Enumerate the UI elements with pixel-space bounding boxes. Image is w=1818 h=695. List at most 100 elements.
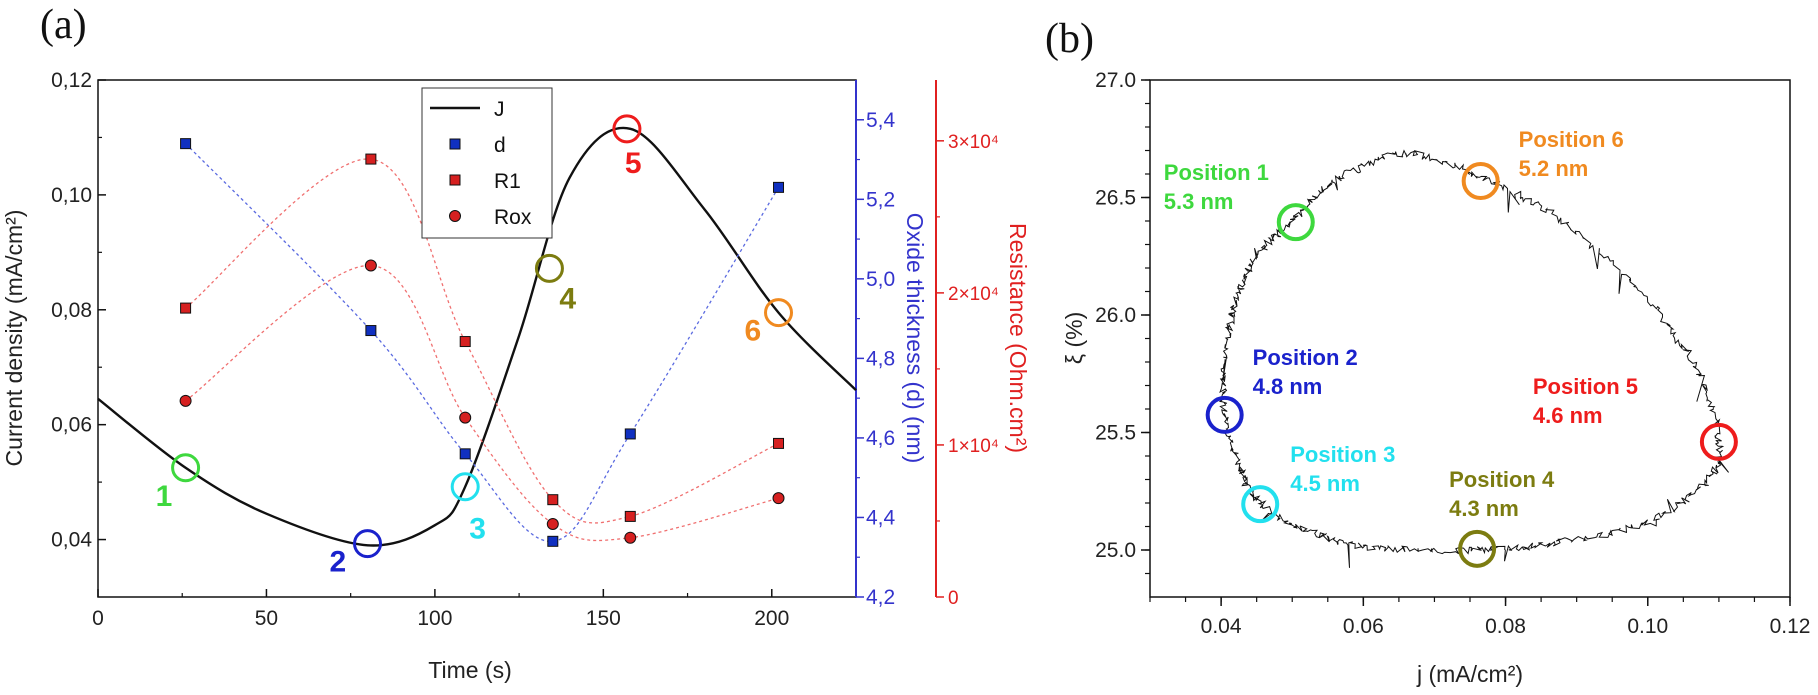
a-x-tick-label: 100 <box>417 607 452 630</box>
a-y-tick-label: 0,04 <box>51 529 92 552</box>
a-thickness-tick-label: 5,0 <box>866 268 895 291</box>
b-y-tick-label: 26.5 <box>1095 187 1136 210</box>
a-series-R1-point <box>180 302 192 314</box>
a-resistance-tick-label: 0 <box>948 588 959 609</box>
a-series-d-point <box>365 325 377 337</box>
b-annotation-thickness-label: 4.3 nm <box>1449 496 1519 521</box>
a-series-R1-point <box>459 336 471 348</box>
b-series-loop-line <box>1218 149 1729 568</box>
a-thickness-tick-label: 5,2 <box>866 188 895 211</box>
b-annotation-thickness-label: 5.3 nm <box>1164 189 1234 214</box>
a-y-tick-label: 0,10 <box>51 184 92 207</box>
b-y-tick-label: 27.0 <box>1095 69 1136 92</box>
b-x-tick-label: 0.10 <box>1627 615 1668 638</box>
a-resistance-tick-label: 1×10⁴ <box>948 436 999 457</box>
a-annotation-number: 1 <box>156 480 173 513</box>
a-series-R1-point <box>773 437 785 449</box>
panel-a-y-left-title: Current density (mA/cm²) <box>1 210 27 467</box>
b-annotation-circle <box>1276 203 1315 242</box>
a-resistance-tick-label: 2×10⁴ <box>948 284 999 305</box>
a-annotation-number: 4 <box>559 282 576 315</box>
a-legend-circle-swatch <box>449 210 461 222</box>
panel-b-annotations: Position 1 5.3 nm Position 2 4.8 nm Position… <box>1164 127 1738 568</box>
a-series-d-point <box>547 535 559 547</box>
a-series-R1-point <box>365 153 377 165</box>
a-series-R1-point <box>624 510 636 522</box>
a-annotation-number: 3 <box>469 513 486 546</box>
a-legend-label: J <box>494 98 505 121</box>
b-annotation-position-label: Position 2 <box>1253 345 1358 370</box>
b-x-tick-label: 0.08 <box>1485 615 1526 638</box>
a-series-Rox-point <box>772 492 785 505</box>
a-series-d-line <box>185 143 780 542</box>
a-series-J-line <box>97 126 857 547</box>
a-series-d-point <box>180 138 192 150</box>
a-thickness-tick-label: 4,2 <box>866 586 895 609</box>
panel-a-legend: Jd R1 Rox <box>421 87 553 239</box>
b-y-tick-label: 25.0 <box>1095 539 1136 562</box>
panel-a-x-axis-title: Time (s) <box>428 657 511 683</box>
panel-a-chart: 0 50 100 150 200 0,040,060,080,100,12 4,24,4… <box>1 69 1031 683</box>
b-annotation-position-label: Position 6 <box>1519 127 1624 152</box>
panel-b-series <box>1218 149 1729 568</box>
panel-a-label: (a) <box>40 2 87 48</box>
b-annotation-circle <box>1241 485 1280 524</box>
a-y-tick-label: 0,06 <box>51 414 92 437</box>
a-annotation-circle <box>450 472 480 502</box>
panel-a-resistance-axis: 0 1×10⁴ 2×10⁴ 3×10⁴ <box>935 80 999 609</box>
a-series-d-point <box>459 448 471 460</box>
panel-a-thickness-axis: 4,2 4,4 4,6 4,8 5,0 5,2 5,4 <box>855 80 896 609</box>
b-x-tick-label: 0.06 <box>1343 615 1384 638</box>
panel-b-chart: 0.04 0.06 0.08 0.10 0.12 25.0 25.5 26.0 26.5 27.… <box>1061 69 1810 687</box>
a-series-Rox-point <box>546 518 559 531</box>
a-legend-label: d <box>494 134 506 157</box>
panel-b-label: (b) <box>1045 16 1094 62</box>
a-annotation-number: 5 <box>625 147 642 180</box>
a-y-tick-label: 0,12 <box>51 69 92 92</box>
panel-b-x-ticks: 0.04 0.06 0.08 0.10 0.12 <box>1149 597 1811 638</box>
a-annotation-circle <box>534 253 564 283</box>
b-annotation-position-label: Position 1 <box>1164 160 1269 185</box>
b-annotation-thickness-label: 4.5 nm <box>1290 471 1360 496</box>
a-legend-box <box>421 87 553 239</box>
panel-a-annotations: 1 2 3 4 5 6 <box>156 114 794 579</box>
panel-b-y-ticks: 25.0 25.5 26.0 26.5 27.0 <box>1095 69 1150 575</box>
a-series-Rox-point <box>179 394 192 407</box>
b-annotation-position-label: Position 5 <box>1533 374 1638 399</box>
a-annotation-number: 6 <box>745 315 762 348</box>
a-series-d-point <box>773 181 785 193</box>
b-annotation-circle <box>1461 162 1500 201</box>
a-legend-square-swatch <box>449 138 461 150</box>
a-legend-label: R1 <box>494 170 521 193</box>
b-annotation-position-label: Position 3 <box>1290 442 1395 467</box>
b-x-tick-label: 0.12 <box>1770 615 1811 638</box>
a-x-tick-label: 150 <box>586 607 621 630</box>
a-series-Rox-point <box>624 531 637 544</box>
b-x-tick-label: 0.04 <box>1201 615 1242 638</box>
panel-a-y-left-ticks: 0,04 0,06 0,08 0,10 0,12 <box>51 69 106 552</box>
panel-a-x-ticks: 0 50 100 150 200 <box>92 589 789 630</box>
a-legend-label: Rox <box>494 206 532 229</box>
b-annotation-thickness-label: 5.2 nm <box>1519 156 1589 181</box>
a-thickness-tick-label: 5,4 <box>866 109 896 132</box>
a-series-d-point <box>624 428 636 440</box>
a-series-Rox-line <box>185 264 779 542</box>
b-annotation-circle <box>1205 395 1244 434</box>
a-legend-square-swatch <box>449 174 461 186</box>
b-annotation-thickness-label: 4.6 nm <box>1533 403 1603 428</box>
a-annotation-circle <box>353 529 383 559</box>
a-series-R1-point <box>547 494 559 506</box>
a-series-R1-line <box>185 158 779 524</box>
a-y-tick-label: 0,08 <box>51 299 92 322</box>
a-x-tick-label: 0 <box>92 607 104 630</box>
b-y-tick-label: 25.5 <box>1095 422 1136 445</box>
a-thickness-tick-label: 4,4 <box>866 506 896 529</box>
a-annotation-circle <box>612 114 642 144</box>
b-annotation-thickness-label: 4.8 nm <box>1253 374 1323 399</box>
a-annotation-number: 2 <box>330 546 347 579</box>
panel-a-series <box>97 126 857 547</box>
b-y-tick-label: 26.0 <box>1095 304 1136 327</box>
a-series-Rox-point <box>459 411 472 424</box>
a-annotation-circle <box>764 298 794 328</box>
panel-b-y-axis-title: ξ (%) <box>1061 312 1087 364</box>
